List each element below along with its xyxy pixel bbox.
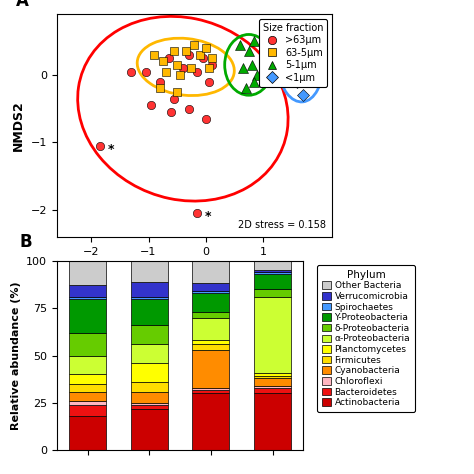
Bar: [131, 382, 168, 392]
Text: *: *: [205, 210, 211, 223]
Bar: [69, 261, 106, 285]
Bar: [69, 384, 106, 392]
Text: 2D stress = 0.158: 2D stress = 0.158: [238, 220, 326, 230]
Bar: [192, 340, 229, 344]
Bar: [131, 325, 168, 344]
Bar: [69, 392, 106, 401]
Bar: [131, 392, 168, 403]
Bar: [192, 283, 229, 291]
Bar: [69, 333, 106, 356]
Text: *: *: [107, 143, 114, 156]
Text: B: B: [20, 233, 33, 251]
Bar: [192, 390, 229, 393]
X-axis label: NMDS1: NMDS1: [166, 262, 223, 276]
Bar: [192, 350, 229, 388]
Bar: [254, 297, 291, 373]
Bar: [131, 403, 168, 405]
Bar: [254, 261, 291, 270]
Bar: [192, 344, 229, 350]
Bar: [69, 374, 106, 384]
Bar: [254, 386, 291, 388]
Bar: [254, 272, 291, 274]
Bar: [254, 378, 291, 386]
Bar: [192, 318, 229, 340]
Bar: [254, 289, 291, 297]
Bar: [192, 261, 229, 283]
Bar: [69, 405, 106, 416]
Bar: [192, 291, 229, 293]
Bar: [69, 401, 106, 405]
Bar: [131, 282, 168, 297]
Bar: [69, 285, 106, 297]
Bar: [254, 393, 291, 450]
Bar: [131, 409, 168, 450]
Y-axis label: NMDS2: NMDS2: [12, 100, 25, 151]
Bar: [254, 274, 291, 289]
Bar: [131, 297, 168, 299]
Bar: [254, 376, 291, 378]
Bar: [192, 393, 229, 450]
Bar: [131, 363, 168, 382]
Bar: [131, 299, 168, 325]
Bar: [192, 312, 229, 318]
Bar: [131, 261, 168, 282]
Bar: [192, 388, 229, 390]
Bar: [192, 293, 229, 312]
Bar: [69, 356, 106, 374]
Bar: [254, 388, 291, 393]
Bar: [131, 344, 168, 363]
Bar: [254, 373, 291, 376]
Legend: Other Bacteria, Verrucomicrobia, Spirochaetes, Y-Proteobacteria, δ-Proteobacteri: Other Bacteria, Verrucomicrobia, Spiroch…: [318, 265, 415, 412]
Bar: [131, 405, 168, 409]
Text: A: A: [16, 0, 28, 10]
Bar: [69, 299, 106, 333]
Bar: [254, 270, 291, 272]
Bar: [69, 297, 106, 299]
Legend: >63μm, 63-5μm, 5-1μm, <1μm: >63μm, 63-5μm, 5-1μm, <1μm: [259, 19, 327, 87]
Y-axis label: Relative abundance (%): Relative abundance (%): [10, 281, 20, 430]
Bar: [69, 416, 106, 450]
